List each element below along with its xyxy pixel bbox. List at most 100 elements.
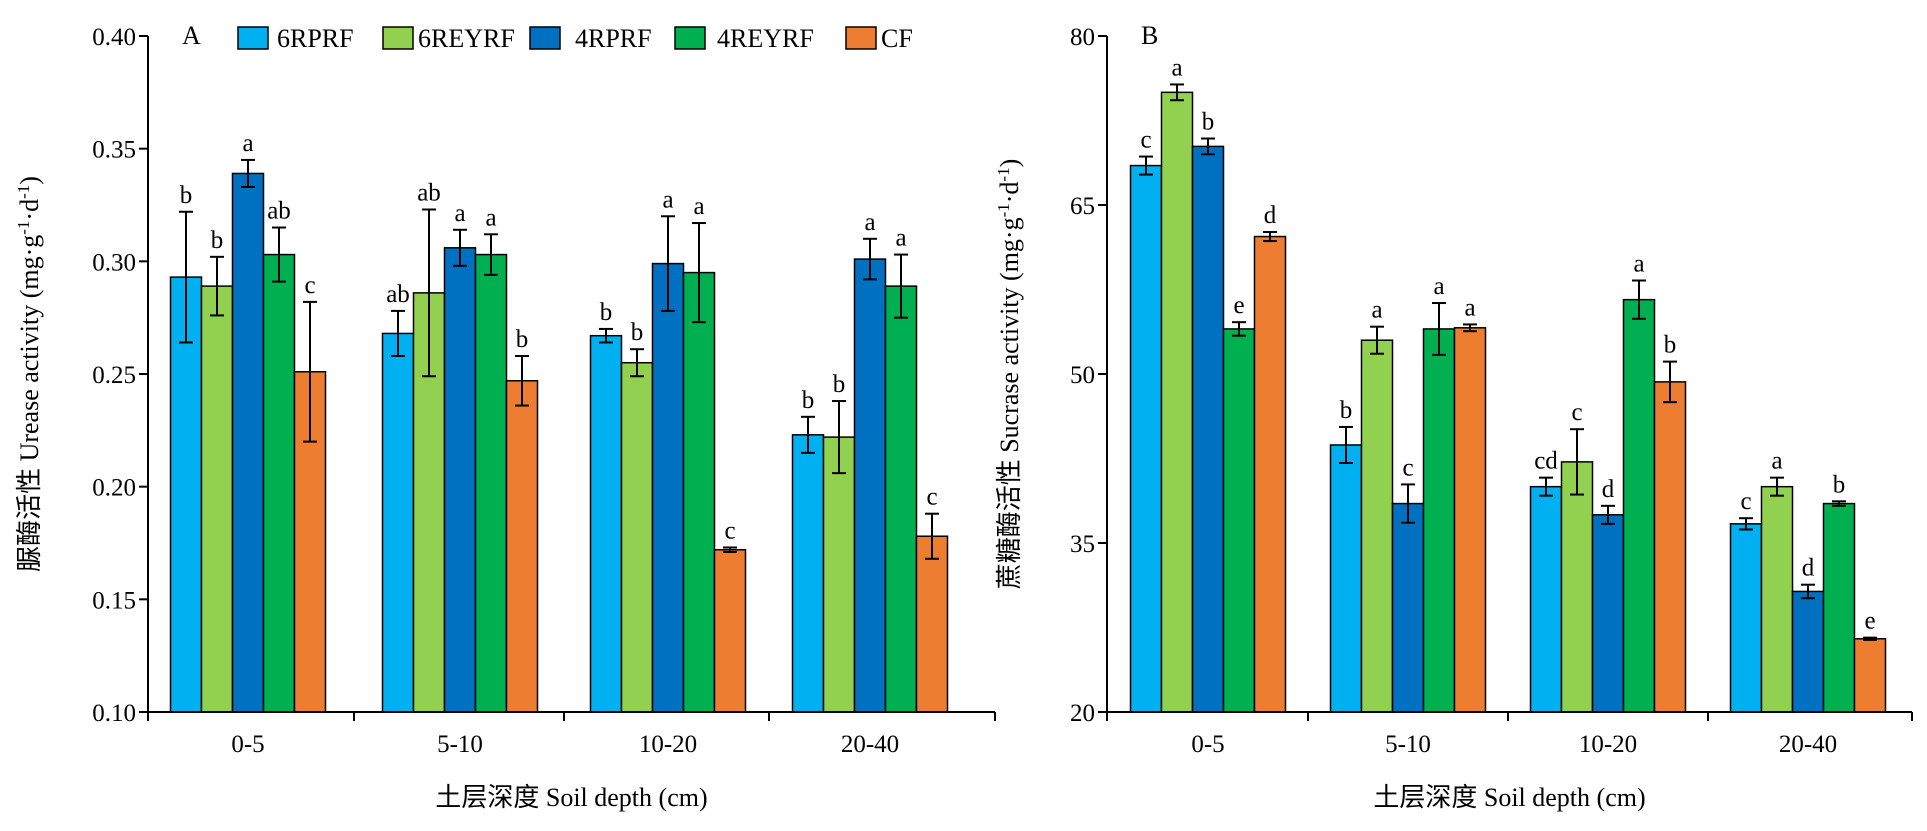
bar-6REYRF-0-5 (200, 285, 234, 713)
y-tick-label: 0.40 (92, 24, 136, 51)
y-tick-label: 65 (1070, 193, 1095, 220)
bar-4RPRF-0-5 (1191, 145, 1225, 713)
y-axis-title-superscript: -1 (994, 167, 1013, 181)
significance-label: b (833, 371, 846, 398)
x-tick-label: 20-40 (1779, 731, 1837, 758)
bar-4REYRF-0-5 (1222, 328, 1256, 713)
y-tick-label: 0.10 (92, 700, 136, 727)
bar-6RPRF-5-10 (1329, 444, 1363, 713)
y-tick-label: 0.15 (92, 587, 136, 614)
significance-label: b (180, 182, 193, 209)
y-axis-title-superscript: -1 (994, 203, 1013, 217)
bar-6RPRF-5-10 (381, 332, 415, 713)
significance-label: a (485, 204, 496, 231)
bar-4REYRF-10-20 (682, 271, 716, 713)
significance-label: a (242, 130, 253, 157)
bar-6RPRF-0-5 (169, 276, 203, 713)
x-tick-label: 10-20 (1579, 731, 1637, 758)
y-tick-label: 0.35 (92, 137, 136, 164)
bar-4RPRF-0-5 (231, 172, 265, 713)
significance-label: c (1740, 488, 1751, 515)
legend-label: 4REYRF (717, 24, 814, 53)
bar-CF-20-40 (915, 535, 949, 713)
significance-label: c (1402, 454, 1413, 481)
x-tick-label: 5-10 (1385, 731, 1431, 758)
bar-CF-0-5 (293, 370, 327, 713)
bar-4RPRF-20-40 (853, 258, 887, 713)
significance-label: e (1233, 292, 1244, 319)
significance-label: b (631, 319, 644, 346)
y-tick-label: 0.20 (92, 475, 136, 502)
legend-swatch-CF (845, 26, 877, 50)
bar-CF-5-10 (505, 380, 539, 713)
y-axis-title: 脲酶活性 Urease activity (mg·g-1·d-1) (14, 176, 45, 572)
significance-label: ab (267, 198, 291, 225)
bar-6REYRF-10-20 (620, 361, 654, 713)
significance-label: a (1171, 54, 1182, 81)
bar-CF-0-5 (1253, 235, 1287, 713)
legend-label: 6REYRF (418, 24, 515, 53)
significance-label: c (1140, 127, 1151, 154)
significance-label: c (304, 272, 315, 299)
x-axis-title: 土层深度 Soil depth (cm) (1373, 783, 1645, 812)
bar-4RPRF-10-20 (1591, 514, 1625, 713)
y-tick-label: 0.25 (92, 362, 136, 389)
significance-label: a (1433, 273, 1444, 300)
bar-CF-5-10 (1453, 327, 1487, 713)
significance-label: d (1602, 476, 1615, 503)
x-tick-label: 5-10 (437, 731, 483, 758)
y-axis-title: 蔗糖酶活性 Sucrase activity (mg·g-1·d-1) (994, 159, 1025, 590)
bar-4REYRF-0-5 (262, 253, 296, 713)
y-axis-title-superscript: -1 (14, 185, 33, 199)
legend-label: CF (881, 24, 913, 53)
legend-swatch-6RPRF (237, 26, 269, 50)
x-tick-label: 20-40 (841, 731, 899, 758)
significance-label: a (895, 225, 906, 252)
x-tick-label: 0-5 (231, 731, 264, 758)
significance-label: a (662, 186, 673, 213)
significance-label: d (1802, 555, 1815, 582)
bar-6REYRF-5-10 (1360, 339, 1394, 713)
legend-label: 4RPRF (575, 24, 652, 53)
significance-label: b (600, 299, 613, 326)
bar-4REYRF-5-10 (474, 253, 508, 713)
significance-label: b (516, 326, 529, 353)
significance-label: ab (386, 281, 410, 308)
significance-label: b (1833, 471, 1846, 498)
x-axis-title: 土层深度 Soil depth (cm) (435, 783, 707, 812)
significance-label: b (1202, 109, 1215, 136)
y-tick-label: 20 (1070, 700, 1095, 727)
significance-label: a (693, 193, 704, 220)
y-tick-label: 80 (1070, 24, 1095, 51)
y-axis-title-superscript: -1 (14, 221, 33, 235)
bar-4RPRF-5-10 (1391, 502, 1425, 713)
y-tick-label: 35 (1070, 531, 1095, 558)
significance-label: b (1340, 397, 1353, 424)
bar-CF-10-20 (1653, 381, 1687, 713)
significance-label: a (454, 200, 465, 227)
significance-label: a (864, 209, 875, 236)
y-axis-title-part: ) (15, 176, 44, 185)
bar-6RPRF-10-20 (589, 334, 623, 713)
significance-label: e (1864, 608, 1875, 635)
bar-CF-10-20 (713, 549, 747, 713)
bar-6REYRF-20-40 (1760, 485, 1794, 713)
bar-4REYRF-10-20 (1622, 298, 1656, 713)
bar-6REYRF-20-40 (822, 436, 856, 713)
bar-6RPRF-0-5 (1129, 164, 1163, 713)
x-tick-label: 10-20 (639, 731, 697, 758)
y-axis-title-part: 蔗糖酶活性 Sucrase activity (mg·g (995, 217, 1024, 589)
legend-label: 6RPRF (277, 24, 354, 53)
bar-6REYRF-10-20 (1560, 461, 1594, 713)
bar-6REYRF-0-5 (1160, 91, 1194, 713)
y-axis-title-part: 脲酶活性 Urease activity (mg·g (15, 235, 44, 572)
bar-6RPRF-20-40 (1729, 523, 1763, 713)
bar-CF-20-40 (1853, 638, 1887, 713)
bar-4REYRF-20-40 (884, 285, 918, 713)
x-tick-label: 0-5 (1191, 731, 1224, 758)
significance-label: b (211, 227, 224, 254)
panel-label: B (1141, 21, 1158, 50)
